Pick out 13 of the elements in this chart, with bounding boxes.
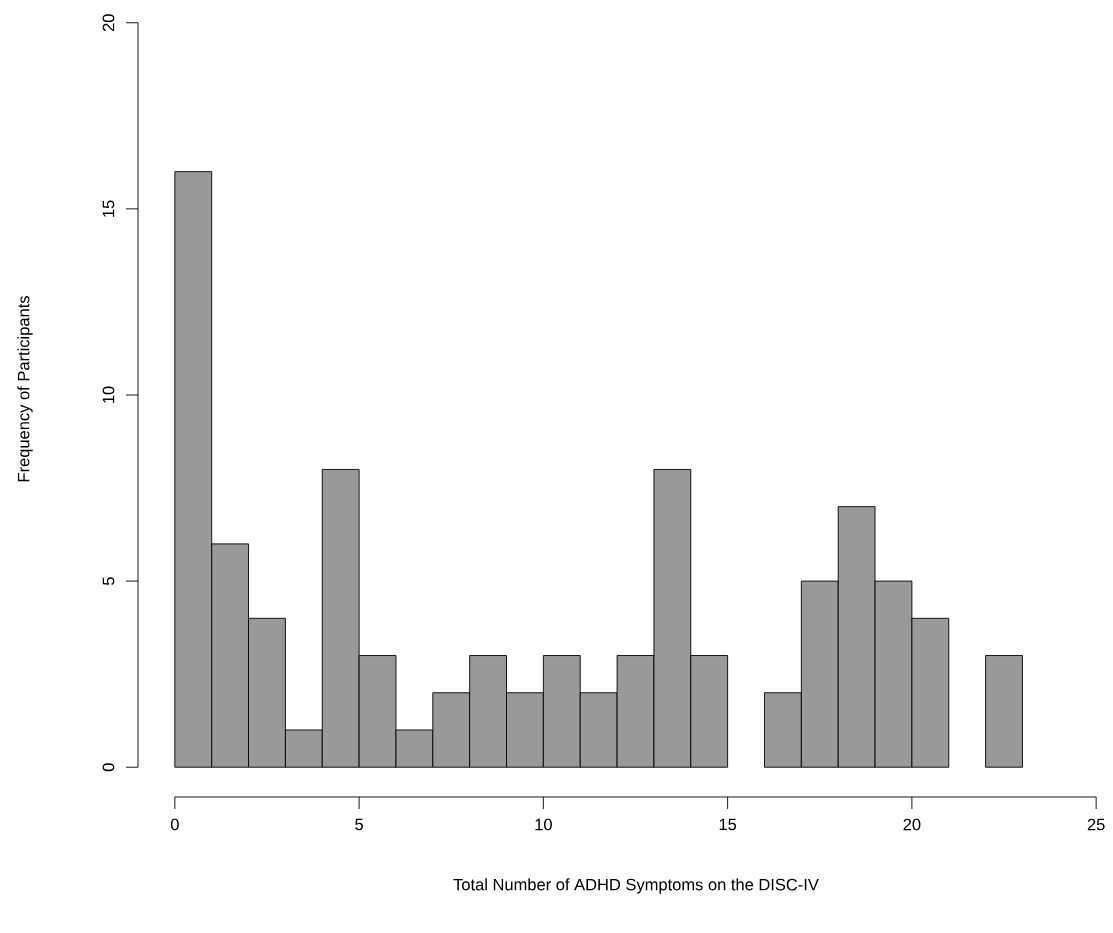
y-tick-label: 5 bbox=[102, 577, 115, 586]
x-axis-title: Total Number of ADHD Symptoms on the DISC-IV bbox=[453, 878, 819, 894]
x-tick-label: 5 bbox=[355, 818, 364, 831]
y-tick-label: 10 bbox=[102, 386, 115, 403]
x-tick-label: 20 bbox=[903, 818, 921, 831]
y-axis-title: Frequency of Participants bbox=[17, 296, 33, 482]
x-tick-label: 15 bbox=[719, 818, 737, 831]
y-tick-label: 20 bbox=[102, 14, 115, 32]
x-tick-label: 25 bbox=[1087, 818, 1105, 831]
x-tick-label: 0 bbox=[170, 818, 179, 831]
x-tick-label: 10 bbox=[535, 818, 552, 831]
y-tick-label: 0 bbox=[102, 763, 115, 772]
y-tick-label: 15 bbox=[102, 200, 115, 217]
